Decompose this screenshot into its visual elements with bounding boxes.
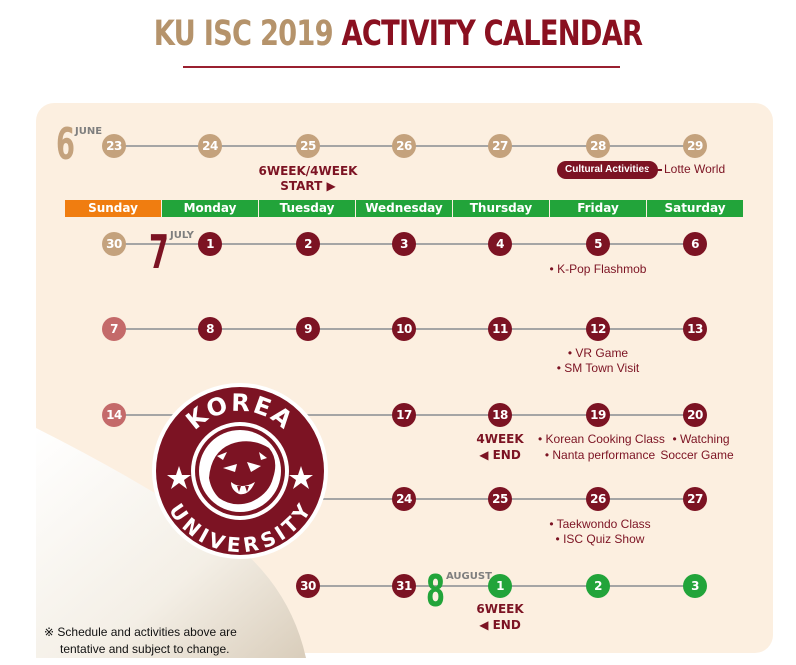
end-4week-line1: 4WEEK [476, 432, 524, 446]
date-circle: 14 [102, 403, 126, 427]
date-circle: 23 [102, 134, 126, 158]
end-6week-line1: 6WEEK [476, 602, 524, 616]
date-circle: 30 [102, 232, 126, 256]
weekday-sunday: Sunday [65, 200, 161, 217]
page-title: KU ISC 2019 ACTIVITY CALENDAR [153, 14, 643, 54]
date-circle: 25 [296, 134, 320, 158]
event-taekwondo-class: • Taekwondo Class [549, 517, 651, 531]
end-4week-line2: ◀ END [479, 448, 521, 462]
date-circle: 1 [488, 574, 512, 598]
date-circle: 31 [392, 574, 416, 598]
weekday-tuesday: Tuesday [258, 200, 355, 217]
month-july-number: 7 [149, 225, 169, 279]
event-nanta-performance: • Nanta performance [544, 448, 656, 462]
date-circle: 13 [683, 317, 707, 341]
date-circle: 28 [586, 134, 610, 158]
event-lotte-world: Lotte World [664, 162, 726, 176]
disclaimer-line2: tentative and subject to change. [60, 642, 230, 656]
event-watching-line1: • Watching [672, 432, 730, 446]
weekday-monday: Monday [161, 200, 258, 217]
date-circle: 2 [586, 574, 610, 598]
date-circle: 26 [586, 487, 610, 511]
date-circle: 19 [586, 403, 610, 427]
weekday-wednesday: Wednesday [355, 200, 452, 217]
date-circle: 26 [392, 134, 416, 158]
cultural-activities-badge: Cultural Activities [557, 161, 658, 179]
date-circle: 3 [392, 232, 416, 256]
date-circle: 10 [392, 317, 416, 341]
start-note-line2: START ▶ [280, 179, 336, 193]
date-circle: 7 [102, 317, 126, 341]
month-june-number: 6 [56, 119, 75, 170]
month-july-label: JULY [170, 230, 194, 241]
date-circle: 11 [488, 317, 512, 341]
event-korean-cooking-class: • Korean Cooking Class [538, 432, 665, 446]
date-circle: 18 [488, 403, 512, 427]
weekday-thursday: Thursday [452, 200, 549, 217]
start-note-line1: 6WEEK/4WEEK [258, 164, 358, 178]
event-isc-quiz-show: • ISC Quiz Show [555, 532, 645, 546]
date-circle: 8 [198, 317, 222, 341]
disclaimer-line1: ※ Schedule and activities above are [44, 625, 237, 639]
date-circle: 24 [198, 134, 222, 158]
date-circle: 27 [488, 134, 512, 158]
korea-university-logo: KOREA UNIVERSITY [152, 383, 328, 559]
event-watching-line2: Soccer Game [660, 448, 734, 462]
date-circle: 25 [488, 487, 512, 511]
cultural-connector [648, 169, 662, 171]
month-june-label: JUNE [75, 126, 103, 137]
title-underline [183, 66, 620, 68]
date-circle: 27 [683, 487, 707, 511]
date-circle: 17 [392, 403, 416, 427]
date-circle: 29 [683, 134, 707, 158]
date-circle: 3 [683, 574, 707, 598]
date-circle: 30 [296, 574, 320, 598]
page-curl-decoration [36, 428, 306, 658]
date-circle: 6 [683, 232, 707, 256]
date-circle: 12 [586, 317, 610, 341]
date-circle: 5 [586, 232, 610, 256]
event-sm-town-visit: • SM Town Visit [556, 361, 640, 375]
event-kpop-flashmob: • K-Pop Flashmob [549, 262, 647, 276]
month-august-label: AUGUST [446, 571, 492, 582]
event-vr-game: • VR Game [567, 346, 629, 360]
end-6week-line2: ◀ END [479, 618, 521, 632]
date-circle: 9 [296, 317, 320, 341]
weekday-friday: Friday [549, 200, 646, 217]
month-august-number: 8 [426, 566, 445, 617]
date-circle: 2 [296, 232, 320, 256]
date-circle: 20 [683, 403, 707, 427]
weekday-header-row: Sunday Monday Tuesday Wednesday Thursday… [65, 200, 743, 217]
weekday-saturday: Saturday [646, 200, 743, 217]
date-circle: 1 [198, 232, 222, 256]
date-circle: 4 [488, 232, 512, 256]
disclaimer: ※ Schedule and activities above are tent… [44, 624, 237, 658]
date-circle: 24 [392, 487, 416, 511]
